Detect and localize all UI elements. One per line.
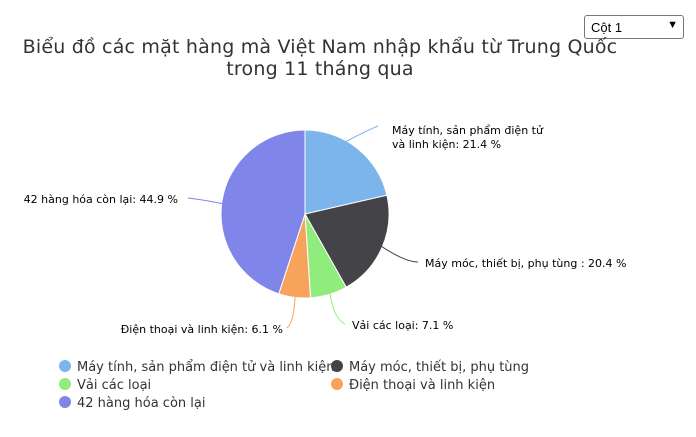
label-connector-0 <box>344 125 379 143</box>
legend-item-0[interactable]: Máy tính, sản phẩm điện tử và linh kiện <box>77 360 335 375</box>
chart-title: Biểu đồ các mặt hàng mà Việt Nam nhập kh… <box>20 36 620 80</box>
label-connector-2 <box>329 291 346 325</box>
slice-data-label: 42 hàng hóa còn lại: 44.9 % <box>24 193 178 206</box>
pie-slice-4[interactable] <box>220 129 306 295</box>
legend-marker-4 <box>59 396 71 408</box>
legend-item-1[interactable]: Máy móc, thiết bị, phụ tùng <box>349 360 529 375</box>
legend-item-4[interactable]: 42 hàng hóa còn lại <box>77 396 205 411</box>
legend-marker-1 <box>331 360 343 372</box>
pie-slice-0[interactable] <box>304 129 388 215</box>
chart-title-line-1: Biểu đồ các mặt hàng mà Việt Nam nhập kh… <box>22 36 618 58</box>
slice-data-label: Vải các loại: 7.1 % <box>352 319 453 332</box>
label-connector-3 <box>286 296 296 329</box>
slice-data-label: Điện thoại và linh kiện: 6.1 % <box>121 323 283 336</box>
chart-title-line-2: trong 11 tháng qua <box>226 58 414 80</box>
legend-item-2[interactable]: Vải các loại <box>77 378 151 393</box>
slice-data-label: Máy móc, thiết bị, phụ tùng : 20.4 % <box>425 257 626 270</box>
column-select[interactable]: Cột 1 ▼ <box>584 15 684 39</box>
label-connector-1 <box>380 245 419 263</box>
slice-data-label: Máy tính, sản phẩm điện tử <box>392 124 544 137</box>
column-select-value: Cột 1 <box>591 20 623 35</box>
legend-marker-0 <box>59 360 71 372</box>
pie-slice-1[interactable] <box>304 194 390 288</box>
chevron-down-icon: ▼ <box>667 19 678 31</box>
legend-marker-2 <box>59 378 71 390</box>
legend-marker-3 <box>331 378 343 390</box>
slice-data-label: và linh kiện: 21.4 % <box>392 138 501 151</box>
label-connector-4 <box>187 197 225 205</box>
legend-item-3[interactable]: Điện thoại và linh kiện <box>349 378 495 393</box>
